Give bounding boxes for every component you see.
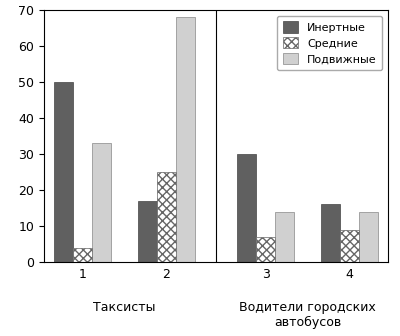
Bar bbox=[237, 154, 256, 262]
Bar bbox=[275, 212, 294, 262]
Bar bbox=[54, 82, 73, 262]
Bar bbox=[359, 212, 378, 262]
Text: Водители городских
автобусов: Водители городских автобусов bbox=[239, 301, 376, 329]
Bar bbox=[321, 205, 340, 262]
Bar bbox=[256, 237, 275, 262]
Bar bbox=[73, 248, 92, 262]
Legend: Инертные, Средние, Подвижные: Инертные, Средние, Подвижные bbox=[277, 16, 382, 70]
Bar bbox=[92, 143, 111, 262]
Bar bbox=[176, 17, 195, 262]
Bar bbox=[138, 201, 157, 262]
Text: Таксисты: Таксисты bbox=[93, 301, 156, 314]
Bar bbox=[157, 172, 176, 262]
Bar bbox=[340, 230, 359, 262]
